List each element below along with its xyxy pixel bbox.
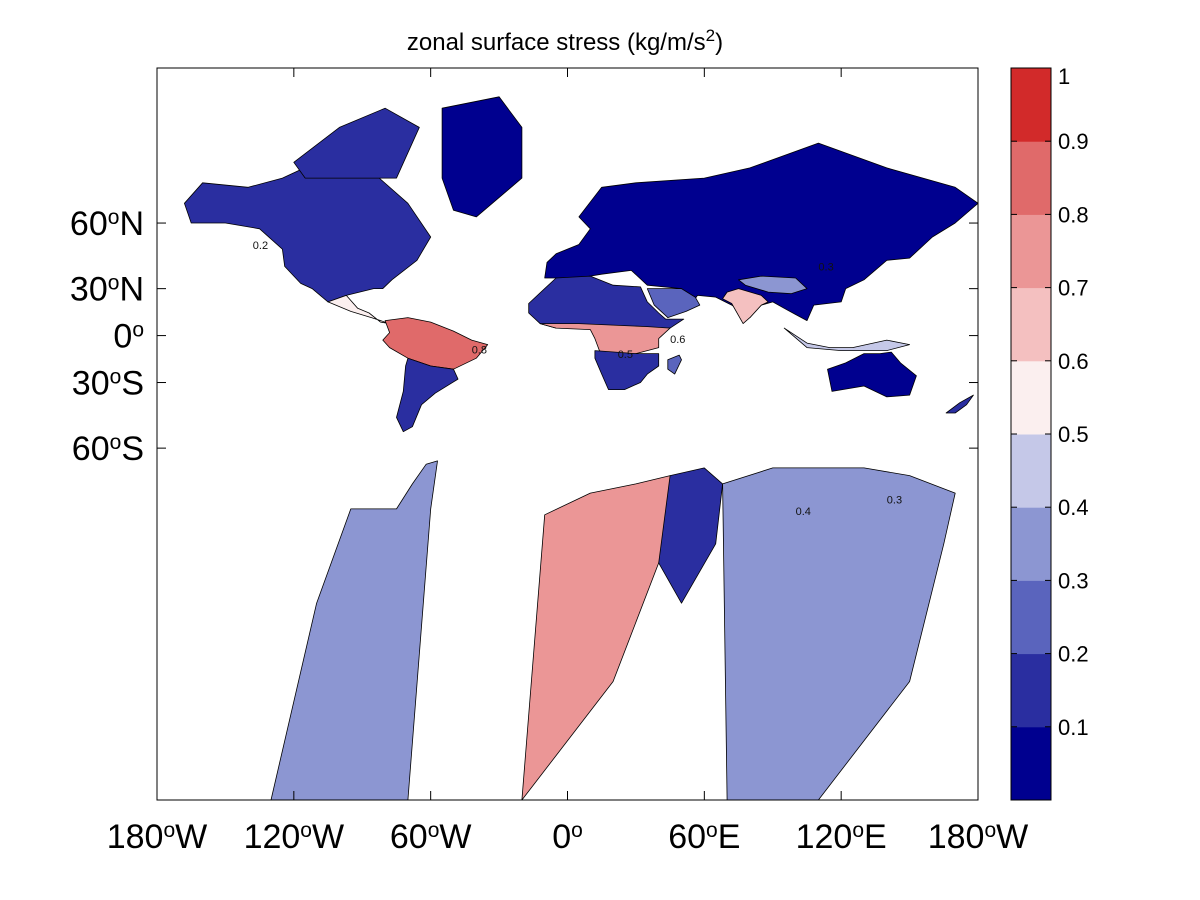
contour-label: 0.3 [887,494,902,506]
land-region [646,288,701,319]
x-tick-label: 180oW [107,818,208,856]
y-tick-label: 60oS [72,430,144,468]
x-tick-label: 180oW [928,818,1029,856]
chart-title: zonal surface stress (kg/m/s2) [407,26,723,57]
contour-label: 0.2 [253,240,268,252]
x-tick-label: 60oE [668,818,740,856]
colorbar-segment [1011,434,1051,508]
colorbar-segment [1011,726,1051,801]
colorbar-tick-label: 0.7 [1058,276,1089,301]
colorbar-tick-label: 0.4 [1058,495,1089,520]
land-region [183,161,432,303]
land-region [521,475,682,800]
colorbar-tick-label: 0.8 [1058,202,1089,227]
x-tick-label: 60oW [390,818,472,856]
y-tick-label: 30oN [70,271,144,309]
latitude-axis: 60oN 30oN 0o 30oS 60oS [70,205,978,468]
land-region [396,357,459,433]
x-tick-label: 120oW [244,818,345,856]
contour-label: 0.6 [670,334,685,346]
contour-label: 0.3 [818,261,833,273]
land-region [658,467,723,604]
colorbar-segment [1011,287,1051,362]
colorbar-segment [1011,507,1051,581]
colorbar-segment [1011,580,1051,655]
x-tick-label: 120oE [796,818,887,856]
colorbar-tick-label: 1 [1058,64,1070,89]
longitude-axis: 180oW 120oW 60oW 0o 60oE 120oE 180oW [107,68,1029,856]
land-region [382,317,489,370]
contour-label: 0.5 [618,349,633,361]
land-region [945,394,974,414]
land-region [738,275,808,295]
map-plot-area: 0.2 0.5 0.8 0.3 0.6 0.4 0.3 [183,96,978,800]
land-region [783,327,910,352]
y-tick-label: 30oS [72,365,144,403]
colorbar-segment [1011,68,1051,142]
colorbar-tick-label: 0.1 [1058,715,1089,740]
land-region [539,323,671,359]
contour-label: 0.4 [796,506,811,518]
land-region [827,351,917,398]
colorbar-segment [1011,141,1051,215]
land-region [594,350,660,391]
land-region [667,354,682,375]
land-region [722,288,769,325]
land-region [270,460,438,800]
colorbar-segment [1011,653,1051,728]
colorbar-segment [1011,214,1051,289]
land-region [441,96,523,218]
land-region [722,467,956,800]
colorbar-tick-label: 0.2 [1058,642,1089,667]
contour-label: 0.8 [472,345,487,357]
colorbar-tick-label: 0.5 [1058,422,1089,447]
y-tick-label: 60oN [70,205,144,243]
colorbar-tick-label: 0.6 [1058,349,1089,374]
y-tick-label: 0o [113,318,144,356]
colorbar-tick-label: 0.3 [1058,568,1089,593]
colorbar: 0.1 0.2 0.3 0.4 0.5 0.6 0.7 0.8 0.9 1 [1010,64,1089,801]
land-region [327,294,391,325]
x-tick-label: 0o [552,818,583,856]
colorbar-segment [1011,360,1051,435]
colorbar-tick-label: 0.9 [1058,129,1089,154]
land-region [293,107,420,179]
